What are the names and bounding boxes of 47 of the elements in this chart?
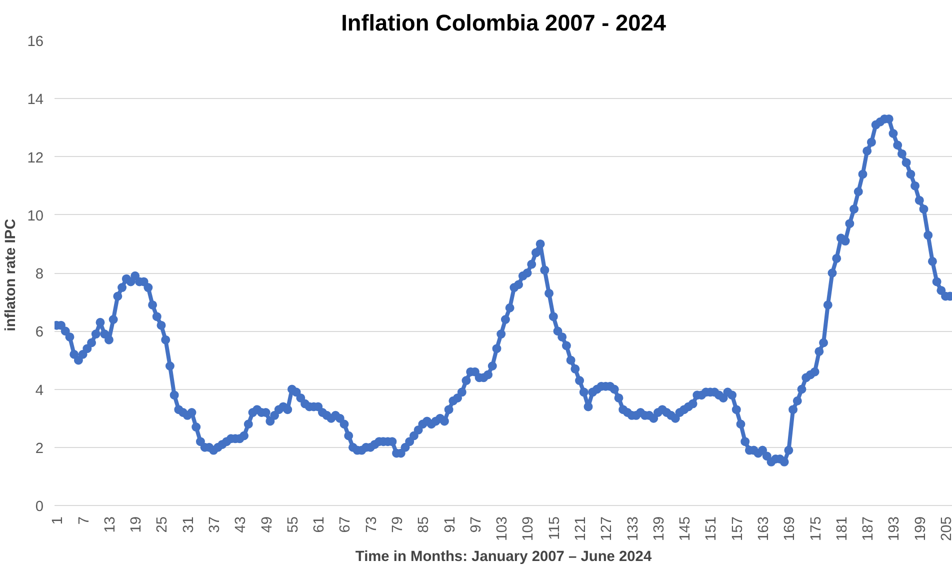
x-tick-label: 103 <box>494 516 511 541</box>
y-axis-title: inflaton rate IPC <box>3 218 20 332</box>
x-tick-label: 193 <box>886 516 903 541</box>
x-tick-label: 79 <box>390 516 406 533</box>
x-tick-label: 1 <box>50 516 66 525</box>
y-tick-label: 10 <box>27 208 44 224</box>
x-tick-label: 19 <box>128 516 145 533</box>
x-tick-label: 163 <box>756 516 772 541</box>
chart-title: Inflation Colombia 2007 - 2024 <box>341 10 666 36</box>
x-tick-label: 7 <box>76 516 92 525</box>
x-tick-label: 49 <box>259 516 276 533</box>
y-tick-label: 4 <box>35 382 44 399</box>
x-tick-label: 109 <box>520 516 537 541</box>
x-tick-label: 61 <box>312 516 328 533</box>
x-tick-label: 91 <box>442 516 458 533</box>
x-tick-label: 181 <box>834 516 850 541</box>
x-tick-label: 97 <box>468 516 484 533</box>
x-tick-label: 25 <box>154 516 171 533</box>
x-tick-label: 37 <box>207 516 224 533</box>
x-tick-label: 175 <box>808 516 824 541</box>
x-tick-label: 73 <box>364 516 380 533</box>
y-tick-label: 12 <box>27 150 44 166</box>
x-tick-label: 139 <box>651 516 668 541</box>
x-tick-label: 187 <box>860 516 877 541</box>
x-tick-label: 43 <box>233 516 250 533</box>
y-tick-label: 2 <box>35 440 44 457</box>
x-axis-title: Time in Months: January 2007 – June 2024 <box>355 548 652 565</box>
x-tick-label: 115 <box>546 516 563 540</box>
x-tick-label: 133 <box>625 516 642 541</box>
x-tick-label: 85 <box>416 516 432 533</box>
x-tick-label: 55 <box>285 516 302 533</box>
x-tick-label: 169 <box>782 516 798 541</box>
x-tick-label: 151 <box>704 516 720 541</box>
y-tick-label: 8 <box>35 266 44 282</box>
x-tick-label: 205 <box>939 516 952 541</box>
x-tick-label: 121 <box>573 516 590 541</box>
y-tick-label: 16 <box>27 34 44 50</box>
x-tick-label: 31 <box>180 516 197 533</box>
x-tick-label: 157 <box>730 516 746 541</box>
x-tick-label: 13 <box>102 516 118 533</box>
x-tick-label: 199 <box>912 516 929 541</box>
y-tick-label: 14 <box>27 92 44 108</box>
y-tick-label: 0 <box>35 499 44 515</box>
y-tick-label: 6 <box>35 324 44 341</box>
x-tick-label: 145 <box>678 516 694 541</box>
x-tick-label: 67 <box>338 516 354 533</box>
x-tick-label: 127 <box>599 516 616 541</box>
